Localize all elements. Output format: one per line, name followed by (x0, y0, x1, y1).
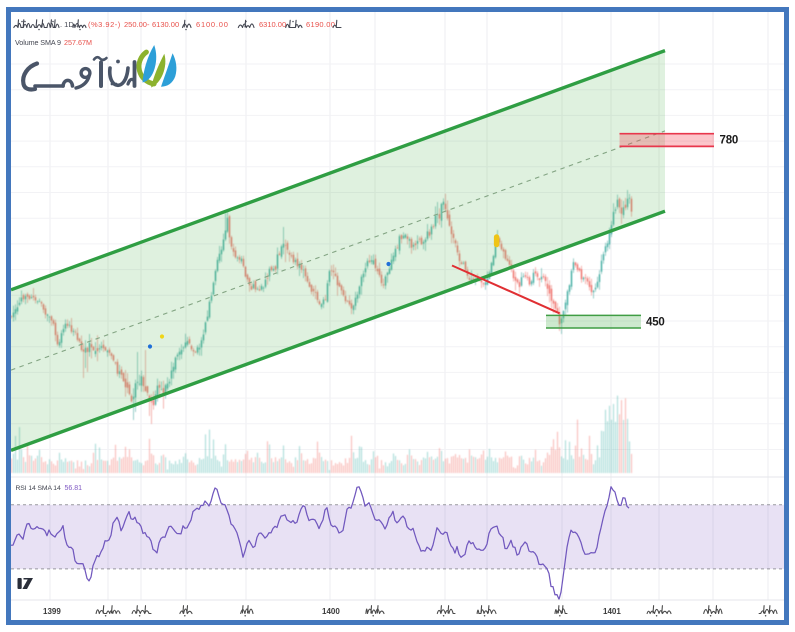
svg-text:450: 450 (646, 316, 665, 328)
svg-text:1399: 1399 (43, 607, 61, 616)
svg-text:780: 780 (720, 135, 739, 147)
svg-text:6190.00: 6190.00 (306, 20, 335, 29)
svg-text:Volume SMA 9: Volume SMA 9 (15, 38, 61, 47)
svg-text:RSI 14 SMA 14: RSI 14 SMA 14 (16, 485, 61, 492)
svg-text:257.67M: 257.67M (64, 38, 92, 47)
svg-text:56.81: 56.81 (65, 485, 83, 492)
svg-text:. 1D .: . 1D . (60, 20, 78, 29)
svg-text:250.00-: 250.00- (124, 20, 150, 29)
svg-text:1400: 1400 (322, 607, 340, 616)
svg-text:6310.00: 6310.00 (259, 20, 286, 29)
svg-text:1401: 1401 (603, 607, 621, 616)
svg-text:6130.00: 6130.00 (152, 20, 179, 29)
svg-text:6100.00: 6100.00 (196, 20, 229, 29)
svg-text:(%3.92-): (%3.92-) (88, 20, 121, 29)
